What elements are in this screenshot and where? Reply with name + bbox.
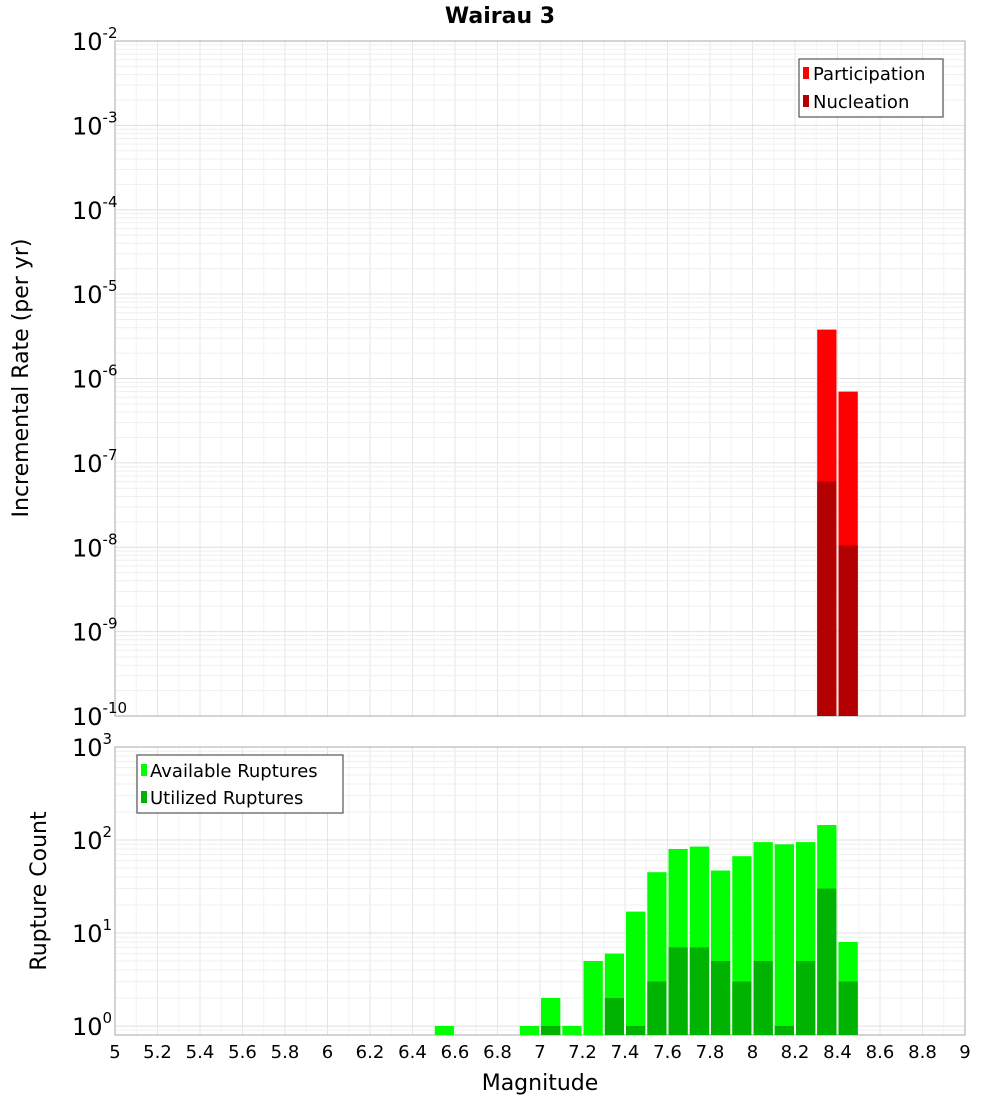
- x-tick-label: 5.4: [186, 1042, 215, 1063]
- bottom-utilized-ruptures-bar: [626, 1026, 646, 1035]
- top-y-tick-label: 10-3: [72, 108, 118, 140]
- top-gridlines: [114, 40, 966, 717]
- bottom-available-ruptures-bar: [541, 998, 561, 1035]
- bottom-y-tick-label: 103: [72, 730, 112, 762]
- top-nucleation-bar: [817, 481, 837, 716]
- bottom-utilized-ruptures-bar: [711, 961, 731, 1035]
- top-y-tick-label: 10-7: [72, 446, 118, 478]
- x-tick-label: 7.2: [568, 1042, 597, 1063]
- bottom-y-tick-label: 102: [72, 823, 112, 855]
- bottom-available-ruptures-bar: [626, 911, 646, 1035]
- nucleation-legend-label: Nucleation: [813, 92, 909, 113]
- chart-title: Wairau 3: [445, 4, 555, 29]
- nucleation-swatch: [803, 95, 809, 107]
- top-panel: 10-10 10-9 10-8 10-7 10-6 10-5 10-4 10-3 10-2 In…: [9, 24, 966, 731]
- top-legend: Participation Nucleation: [798, 58, 944, 118]
- x-tick-label: 6.2: [356, 1042, 385, 1063]
- x-tick-label: 6.8: [483, 1042, 512, 1063]
- top-y-tick-label: 10-5: [72, 277, 118, 309]
- bottom-utilized-ruptures-bar: [817, 888, 837, 1035]
- bottom-y-tick-label: 100: [72, 1009, 112, 1041]
- bottom-utilized-ruptures-bar: [689, 947, 710, 1035]
- x-tick-labels: 5 5.2 5.4 5.6 5.8 6 6.2 6.4 6.6 6.8 7 7.2 7.4 7.6 7.8 8…: [109, 1042, 970, 1063]
- bottom-utilized-ruptures-bar: [753, 961, 773, 1035]
- x-tick-label: 6.6: [441, 1042, 470, 1063]
- x-tick-label: 6.4: [398, 1042, 427, 1063]
- bottom-available-ruptures-bar: [583, 961, 603, 1035]
- bottom-utilized-ruptures-bar: [838, 981, 858, 1035]
- bottom-available-ruptures-bar: [562, 1026, 582, 1035]
- x-tick-label: 9: [959, 1042, 970, 1063]
- bottom-utilized-ruptures-bar: [796, 961, 816, 1035]
- x-tick-label: 5.2: [143, 1042, 172, 1063]
- utilized-ruptures-legend-label: Utilized Ruptures: [150, 788, 303, 809]
- top-y-tick-labels: 10-10 10-9 10-8 10-7 10-6 10-5 10-4 10-3 10-2: [72, 24, 127, 731]
- bottom-available-ruptures-bar: [774, 844, 794, 1035]
- bottom-utilized-ruptures-bar: [774, 1026, 794, 1035]
- available-ruptures-swatch: [141, 764, 147, 776]
- bottom-y-tick-label: 101: [72, 916, 112, 948]
- top-plot-frame: [114, 40, 966, 717]
- bottom-utilized-ruptures-bar: [732, 981, 752, 1035]
- top-y-axis-label: Incremental Rate (per yr): [9, 239, 34, 518]
- top-y-tick-label: 10-9: [72, 615, 118, 647]
- top-bars: [817, 329, 858, 716]
- bottom-legend-box: [136, 754, 344, 814]
- x-tick-label: 8.8: [908, 1042, 937, 1063]
- bottom-y-tick-labels: 100 101 102 103: [72, 730, 112, 1041]
- bottom-legend: Available Ruptures Utilized Ruptures: [136, 754, 344, 814]
- top-legend-box: [798, 58, 944, 118]
- bottom-utilized-ruptures-bar: [668, 947, 688, 1035]
- x-tick-label: 6: [322, 1042, 333, 1063]
- x-tick-label: 5.6: [228, 1042, 257, 1063]
- x-tick-label: 5: [109, 1042, 120, 1063]
- available-ruptures-legend-label: Available Ruptures: [150, 761, 318, 782]
- bottom-plot-frame: [114, 746, 966, 1036]
- x-tick-label: 5.8: [271, 1042, 300, 1063]
- top-y-tick-label: 10-2: [72, 24, 118, 56]
- x-tick-label: 8.4: [823, 1042, 852, 1063]
- x-tick-label: 8.2: [781, 1042, 810, 1063]
- x-axis-label: Magnitude: [482, 1071, 599, 1096]
- x-tick-label: 7: [534, 1042, 545, 1063]
- utilized-ruptures-swatch: [141, 791, 147, 803]
- bottom-available-ruptures-bar: [434, 1026, 454, 1035]
- bottom-panel: 100 101 102 103 5 5.2 5.4 5.6 5.8 6 6.2 6.4 6.6 6.8 7…: [27, 730, 971, 1096]
- bottom-available-ruptures-bar: [519, 1026, 540, 1035]
- x-tick-label: 8.6: [866, 1042, 895, 1063]
- x-tick-label: 7.4: [611, 1042, 640, 1063]
- top-y-tick-label: 10-6: [72, 362, 118, 394]
- bottom-utilized-ruptures-bar: [541, 1026, 561, 1035]
- x-tick-label: 8: [747, 1042, 758, 1063]
- participation-swatch: [803, 67, 809, 79]
- top-nucleation-bar: [838, 545, 858, 716]
- x-tick-label: 7.6: [653, 1042, 682, 1063]
- bottom-y-axis-label: Rupture Count: [27, 811, 52, 971]
- x-tick-label: 7.8: [696, 1042, 725, 1063]
- participation-legend-label: Participation: [813, 64, 925, 85]
- bottom-bars: [434, 825, 858, 1035]
- top-y-tick-label: 10-4: [72, 193, 118, 225]
- bottom-utilized-ruptures-bar: [647, 981, 667, 1035]
- bottom-utilized-ruptures-bar: [604, 998, 624, 1035]
- top-y-tick-label: 10-10: [72, 699, 127, 731]
- top-y-tick-label: 10-8: [72, 530, 118, 562]
